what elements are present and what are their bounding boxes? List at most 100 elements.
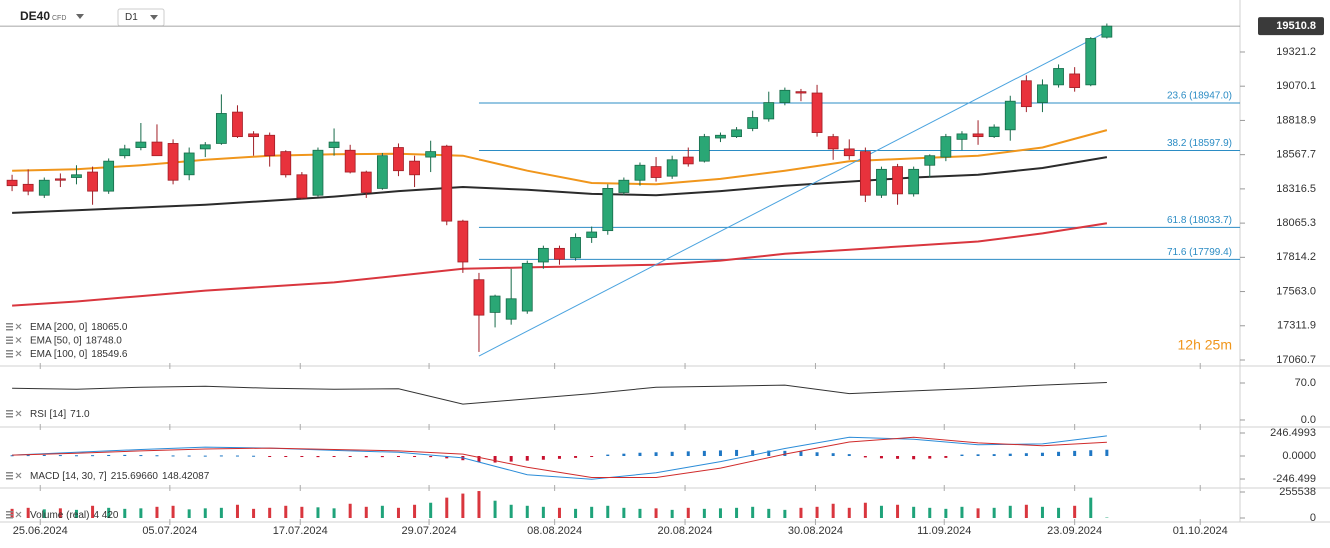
candle-body — [682, 156, 694, 165]
macd-histogram-bar — [348, 456, 352, 458]
symbol[interactable]: DE40 — [20, 9, 50, 23]
y-tick-label: 18316.5 — [1276, 183, 1316, 195]
y-tick-label: -246.499 — [1273, 473, 1316, 485]
candle-body — [328, 141, 340, 148]
macd-histogram-bar — [992, 454, 996, 457]
macd-histogram-bar — [831, 453, 835, 457]
volume-bar — [1057, 507, 1061, 519]
macd-histogram-bar — [863, 456, 867, 458]
volume-bar — [268, 507, 272, 519]
fib-label: 61.8 (18033.7) — [1167, 215, 1232, 226]
volume-bar — [863, 502, 867, 519]
y-tick-label: 0.0 — [1301, 414, 1316, 426]
candle-body — [988, 126, 1000, 138]
legend-remove — [15, 410, 22, 417]
legend-entry: RSI [14] 71.0 — [30, 409, 90, 420]
candle-body — [570, 237, 581, 259]
macd-histogram-bar — [1057, 451, 1061, 457]
volume-bar — [735, 507, 739, 519]
legend-icon — [6, 323, 13, 325]
candle-body — [650, 166, 662, 178]
volume-bar — [74, 509, 78, 519]
y-tick-label: 0 — [1310, 512, 1316, 524]
macd-histogram-bar — [413, 456, 417, 458]
macd-histogram-bar — [976, 454, 980, 457]
macd-histogram-bar — [268, 456, 272, 458]
symbol-dropdown[interactable] — [76, 14, 84, 19]
interval-dropdown[interactable] — [150, 15, 158, 20]
volume-bar — [396, 507, 400, 519]
candle-body — [634, 164, 646, 181]
candle-body — [1053, 68, 1064, 86]
macd-histogram-bar — [1073, 450, 1077, 457]
macd-histogram-bar — [686, 451, 690, 457]
macd-histogram-bar — [654, 452, 658, 457]
volume-bar — [429, 502, 433, 519]
macd-histogram-bar — [477, 456, 481, 463]
legend-icon — [6, 339, 13, 341]
volume-bar — [187, 509, 191, 519]
legend-icon — [6, 514, 13, 516]
candle-body — [1085, 38, 1097, 86]
x-tick-label: 11.09.2024 — [917, 525, 971, 537]
volume-bar — [284, 505, 288, 519]
candle-body — [344, 149, 356, 173]
macd-histogram-bar — [493, 456, 497, 463]
volume-bar — [219, 507, 223, 519]
macd-histogram-bar — [718, 450, 722, 457]
volume-bar — [751, 506, 755, 519]
macd-histogram-bar — [139, 455, 143, 457]
volume-bar — [1089, 497, 1093, 519]
x-tick-label: 30.08.2024 — [788, 525, 843, 537]
candle-body — [698, 136, 710, 162]
macd-histogram-bar — [300, 456, 304, 458]
candle-body — [409, 160, 420, 176]
candle-body — [151, 141, 163, 157]
volume-bar — [1040, 506, 1044, 519]
legend-icon — [6, 416, 13, 418]
x-tick-label: 05.07.2024 — [142, 525, 197, 537]
volume-bar — [590, 506, 594, 519]
y-tick-label: 17814.2 — [1276, 251, 1316, 263]
macd-histogram-bar — [26, 455, 30, 457]
x-tick-label: 01.10.2024 — [1173, 525, 1228, 537]
candle-body — [924, 155, 936, 166]
macd-histogram-bar — [541, 456, 545, 460]
macd-histogram-bar — [332, 456, 336, 458]
macd-histogram-bar — [1105, 449, 1109, 457]
legend-text: 215.69660 — [111, 471, 159, 482]
legend-icon — [6, 511, 13, 513]
last-price-label: 19510.8 — [1276, 20, 1316, 32]
volume-bar — [783, 509, 787, 519]
volume-bar — [960, 506, 964, 519]
macd-histogram-bar — [751, 450, 755, 457]
macd-histogram-bar — [235, 455, 239, 457]
volume-bar — [155, 506, 159, 519]
volume-bar — [654, 508, 658, 518]
macd-histogram-bar — [799, 451, 803, 457]
legend-entry: EMA [100, 0] 18549.6 — [30, 349, 128, 360]
legend-text: EMA [100, 0] — [30, 349, 87, 360]
macd-histogram-bar — [380, 456, 384, 458]
volume-bar — [767, 508, 771, 518]
candle-body — [715, 134, 726, 139]
trendline — [478, 31, 1108, 357]
volume-bar — [477, 491, 481, 519]
legend-text: Volume (real) — [30, 510, 89, 521]
legend-entry: MACD [14, 30, 7] 215.69660 148.42087 — [30, 471, 210, 482]
legend-icon — [6, 475, 13, 477]
legend-text: 4 420 — [93, 510, 118, 521]
candle-body — [908, 168, 920, 195]
macd-histogram-bar — [1024, 453, 1028, 457]
candle-body — [779, 89, 791, 103]
volume-bar — [58, 508, 62, 518]
macd-histogram-bar — [815, 452, 819, 457]
volume-bar — [686, 507, 690, 519]
macd-histogram-bar — [557, 456, 561, 459]
interval: D1 — [125, 12, 138, 23]
volume-bar — [123, 508, 127, 518]
macd-histogram-bar — [928, 456, 932, 459]
legend-text: 18748.0 — [86, 335, 123, 346]
legend-icon — [6, 326, 13, 328]
volume-bar — [574, 508, 578, 518]
